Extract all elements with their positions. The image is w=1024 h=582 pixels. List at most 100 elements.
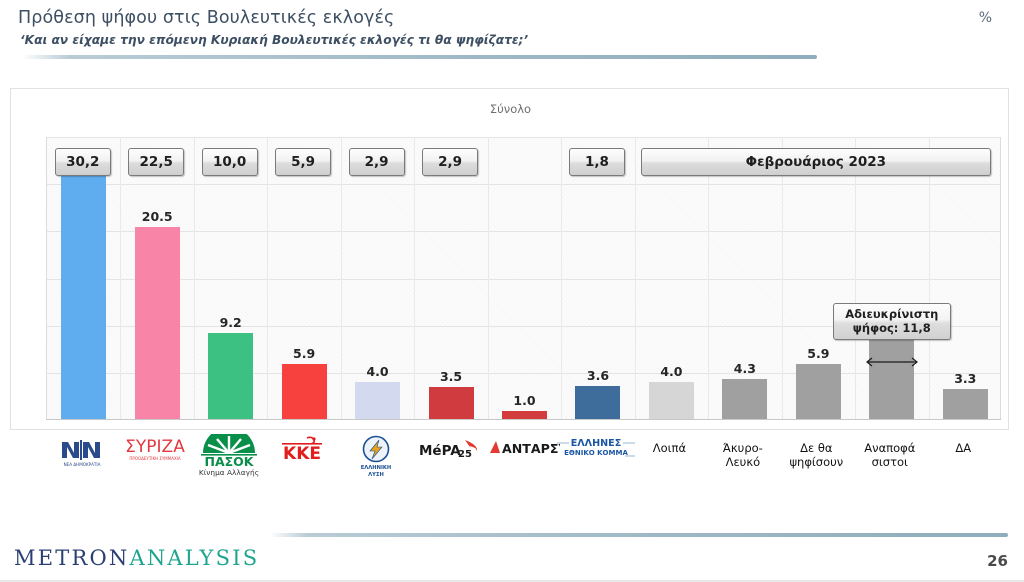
gridline-vertical [488,137,489,420]
undecided-vote-annotation: Αδιευκρίνιστη ψήφος: 11,8 [832,303,951,340]
gridline-vertical [929,137,930,420]
gridline-vertical [341,137,342,420]
bar-value-label-da: 3.3 [954,370,977,386]
x-label-da: ΔΑ [927,432,1000,494]
bar-value-label-de-tha-psifisoun: 5.9 [807,346,830,362]
bar-value-label-kke: 5.9 [293,346,316,362]
bar-akyro-lefko [722,379,768,420]
x-label-syriza: ΣΥΡΙΖΑ ΠΡΟΟΔΕΥΤΙΚΗ ΣΥΜΜΑΧΙΑ [118,432,191,494]
brand-metron: METRON [14,546,130,570]
bar-anapofasistoi [869,339,915,420]
gridline-vertical [120,137,121,420]
gridline-vertical [414,137,415,420]
syriza-logo: ΣΥΡΙΖΑ ΠΡΟΟΔΕΥΤΙΚΗ ΣΥΜΜΑΧΙΑ [117,434,193,468]
antarsya-logo: ΑΝΤΑΡΣΥΑ [485,434,577,466]
vertical-gridlines [47,137,1000,420]
pasok-logo: ΠΑΣΟΚ Κίνημα Αλλαγής [191,427,267,482]
x-label-anapofasistoi: Αναποφά σιστοι [853,432,926,494]
x-label-antarsya: ΑΝΤΑΡΣΥΑ [485,432,577,494]
kke-logo: ΚΚΕ [274,434,330,470]
svg-text:ΕΛΛΗΝΕΣ: ΕΛΛΗΝΕΣ [571,438,622,449]
bar-value-label-akyro-lefko: 4.3 [733,361,756,377]
gridline-vertical [561,137,562,420]
chart-card: Σύνολο 26.320.59.25.94.03.51.03.64.04.35… [10,88,1009,430]
bar-nd [61,171,107,420]
svg-text:ΕΘΝΙΚΟ ΚΟΜΜΑ: ΕΘΝΙΚΟ ΚΟΜΜΑ [564,449,628,457]
bar-pasok [208,333,254,420]
svg-text:ΑΝΤΑΡΣΥΑ: ΑΝΤΑΡΣΥΑ [502,441,560,456]
bar-value-label-antarsya: 1.0 [513,392,536,408]
x-label-mera25: MéPA 25 [412,432,485,494]
x-label-text-de-tha-psifisoun: Δε θα ψηφίσουν [789,441,844,469]
percent-unit-label: % [978,10,992,26]
panel-title: Σύνολο [489,102,532,116]
plot-area: 26.320.59.25.94.03.51.03.64.04.35.98.53.… [46,137,1001,420]
svg-text:ΕΛΛΗΝΙΚΗ: ΕΛΛΗΝΙΚΗ [360,465,391,471]
x-axis-labels: ΝΕΑ ΔΗΜΟΚΡΑΤΙΑ ΣΥΡΙΖΑ ΠΡΟΟΔΕΥΤΙΚΗ ΣΥΜΜΑΧΙΑ… [0,427,1024,494]
header-divider [22,55,817,59]
svg-text:ΣΥΡΙΖΑ: ΣΥΡΙΖΑ [125,437,185,457]
gridline-horizontal [47,137,1000,138]
gridline-horizontal [47,372,1000,374]
gridline-vertical [635,137,636,420]
bar-antarsya [502,410,547,420]
undecided-line-1: Αδιευκρίνιστη [845,307,939,321]
x-axis-baseline [46,419,1001,420]
svg-text:Κίνημα Αλλαγής: Κίνημα Αλλαγής [199,468,259,477]
projected-value-box-pasok: 10,0 [201,148,258,176]
page-number: 26 [987,552,1008,570]
bar-ellines [575,386,621,420]
x-label-ellines: ΕΛΛΗΝΕΣ ΕΘΝΙΚΟ ΚΟΜΜΑ [556,432,635,494]
x-label-de-tha-psifisoun: Δε θα ψηφίσουν [780,432,853,494]
mera25-logo: MéPA 25 [415,434,483,468]
bar-value-label-syriza: 20.5 [141,208,173,224]
x-label-text-loipa: Λοιπά [652,441,687,455]
footer-divider [270,533,1008,537]
slide-header: Πρόθεση ψήφου στις Βουλευτικές εκλογές ‘… [0,0,1024,68]
svg-text:ΠΑΣΟΚ: ΠΑΣΟΚ [204,454,254,469]
x-label-text-anapofasistoi: Αναποφά σιστοι [864,441,916,469]
bar-mera25 [428,386,474,420]
bar-kke [281,364,327,420]
gridline-vertical [708,137,709,420]
bar-value-label-loipa: 4.0 [660,364,683,380]
projected-value-box-syriza: 22,5 [128,148,185,176]
svg-text:ΠΡΟΟΔΕΥΤΙΚΗ ΣΥΜΜΑΧΙΑ: ΠΡΟΟΔΕΥΤΙΚΗ ΣΥΜΜΑΧΙΑ [130,456,181,461]
bar-value-label-pasok: 9.2 [219,315,242,331]
metron-analysis-logo: METRONANALYSIS [14,546,259,570]
bar-value-label-mera25: 3.5 [439,368,463,384]
x-label-text-akyro-lefko: Άκυρο- Λευκό [722,441,763,469]
gridline-horizontal [47,278,1000,280]
projected-value-box-kke: 5,9 [275,148,332,176]
bar-value-label-elliniki-lysi: 4.0 [366,364,389,380]
bar-de-tha-psifisoun [795,364,841,420]
date-badge: Φεβρουάριος 2023 [640,148,991,176]
svg-text:25: 25 [458,449,472,460]
horizontal-gridlines [47,137,1000,420]
bar-da [942,388,988,420]
gridline-vertical [194,137,195,420]
page-title: Πρόθεση ψήφου στις Βουλευτικές εκλογές [18,8,395,28]
x-label-loipa: Λοιπά [633,432,706,494]
undecided-line-2: ψήφος: 11,8 [852,321,931,336]
x-label-pasok: ΠΑΣΟΚ Κίνημα Αλλαγής [191,427,267,494]
brand-analysis: ANALYSIS [129,546,260,570]
svg-text:ΚΚΕ: ΚΚΕ [283,444,321,464]
svg-text:ΝΕΑ ΔΗΜΟΚΡΑΤΙΑ: ΝΕΑ ΔΗΜΟΚΡΑΤΙΑ [63,462,100,467]
gridline-horizontal [47,231,1000,233]
projected-value-box-ellines: 1,8 [568,148,625,176]
gridline-horizontal [47,184,1000,186]
x-label-text-da: ΔΑ [955,441,972,455]
projected-value-box-elliniki-lysi: 2,9 [348,148,405,176]
projected-value-box-mera25: 2,9 [422,148,479,176]
svg-text:MéPA: MéPA [419,443,461,459]
bar-loipa [648,382,694,420]
svg-text:ΛΥΣΗ: ΛΥΣΗ [368,472,384,478]
undecided-range-arrow-icon [863,353,921,372]
nd-logo: ΝΕΑ ΔΗΜΟΚΡΑΤΙΑ [52,434,112,472]
bar-value-label-ellines: 3.6 [586,368,610,384]
projected-value-box-nd: 30,2 [54,148,111,176]
x-label-elliniki-lysi: ΕΛΛΗΝΙΚΗ ΛΥΣΗ [339,432,412,494]
ellines-logo: ΕΛΛΗΝΕΣ ΕΘΝΙΚΟ ΚΟΜΜΑ [555,434,637,466]
